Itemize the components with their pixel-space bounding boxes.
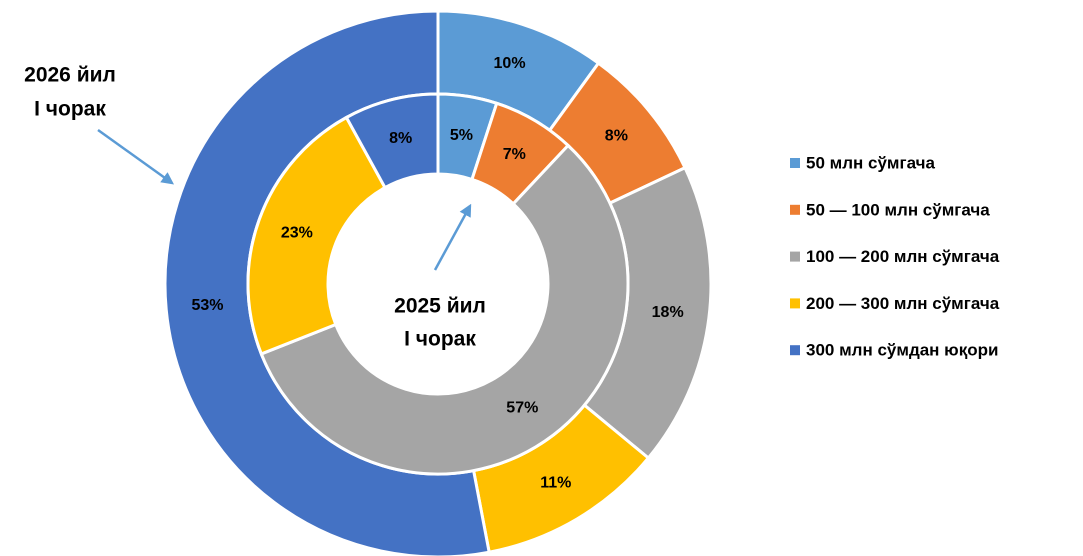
ring-label: 2025 йил — [394, 295, 486, 318]
value-label: 5% — [450, 127, 473, 144]
legend-swatch — [790, 251, 800, 262]
value-label: 7% — [503, 146, 526, 163]
arrow — [97, 128, 175, 185]
legend-swatch — [790, 298, 800, 309]
legend-label: 50 — 100 млн сўмгача — [806, 200, 990, 219]
ring-label: 2026 йил — [24, 64, 116, 87]
legend-label: 300 млн сўмдан юқори — [806, 341, 998, 360]
legend-label: 50 млн сўмгача — [806, 153, 935, 172]
legend-swatch — [790, 204, 800, 215]
value-label: 57% — [506, 399, 538, 416]
ring-slice — [246, 115, 388, 356]
ring-slice — [259, 143, 630, 476]
ring-label: I чорак — [34, 98, 106, 121]
legend-swatch — [790, 345, 800, 356]
ring-slice — [344, 92, 440, 190]
legend-label: 200 — 300 млн сўмгача — [806, 294, 1000, 313]
value-label: 18% — [652, 304, 684, 321]
ring-label: I чорак — [404, 328, 476, 351]
legend-swatch — [790, 158, 800, 168]
value-label: 8% — [389, 130, 412, 147]
legend-label: 100 — 200 млн сўмгача — [806, 247, 1000, 266]
value-label: 53% — [192, 297, 224, 314]
value-label: 11% — [540, 474, 571, 491]
value-label: 8% — [605, 128, 628, 145]
value-label: 23% — [281, 224, 313, 241]
arrow — [433, 203, 472, 271]
value-label: 10% — [494, 55, 526, 72]
